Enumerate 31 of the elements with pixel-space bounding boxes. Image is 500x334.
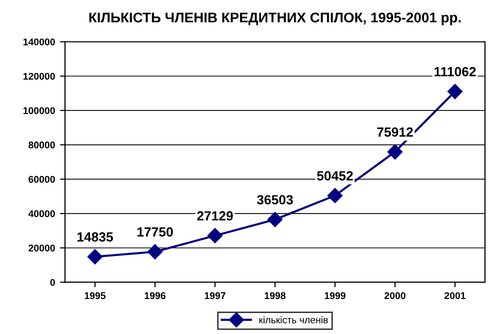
data-label: 75912 (377, 127, 413, 137)
point (327, 188, 343, 204)
x-tick-label: 2001 (444, 292, 466, 300)
x-tick-label: 1995 (84, 292, 106, 300)
point (447, 84, 463, 100)
x-tick-label: 1997 (204, 292, 226, 300)
point (87, 249, 103, 264)
chart-title: КІЛЬКІСТЬ ЧЛЕНІВ КРЕДИТНИХ СПІЛОК, 1995-2001 рр. (89, 12, 461, 26)
x-tick-label: 1996 (144, 292, 166, 300)
y-tick-label: 100000 (23, 107, 55, 114)
point (207, 228, 223, 244)
data-label: 111062 (434, 67, 476, 76)
y-tick-label: 0 (50, 278, 55, 286)
point (387, 144, 403, 160)
y-tick-label: 60000 (28, 176, 55, 183)
data-label: 27129 (197, 211, 233, 221)
x-tick-label: 2000 (384, 292, 406, 300)
x-tick-label: 1999 (324, 292, 346, 300)
data-label: 14835 (77, 232, 113, 242)
data-label: 17750 (137, 227, 173, 237)
y-tick-label: 40000 (28, 210, 55, 218)
point (267, 212, 283, 228)
data-label: 50452 (317, 171, 353, 180)
y-tick-label: 140000 (23, 38, 55, 46)
y-tick-label: 20000 (28, 244, 55, 252)
point (147, 244, 163, 260)
y-tick-label: 120000 (23, 72, 55, 80)
y-tick-label: 80000 (28, 142, 55, 148)
x-tick-label: 1998 (264, 292, 286, 300)
legend-label: кількість членів (259, 316, 328, 324)
data-label: 36503 (256, 195, 293, 204)
